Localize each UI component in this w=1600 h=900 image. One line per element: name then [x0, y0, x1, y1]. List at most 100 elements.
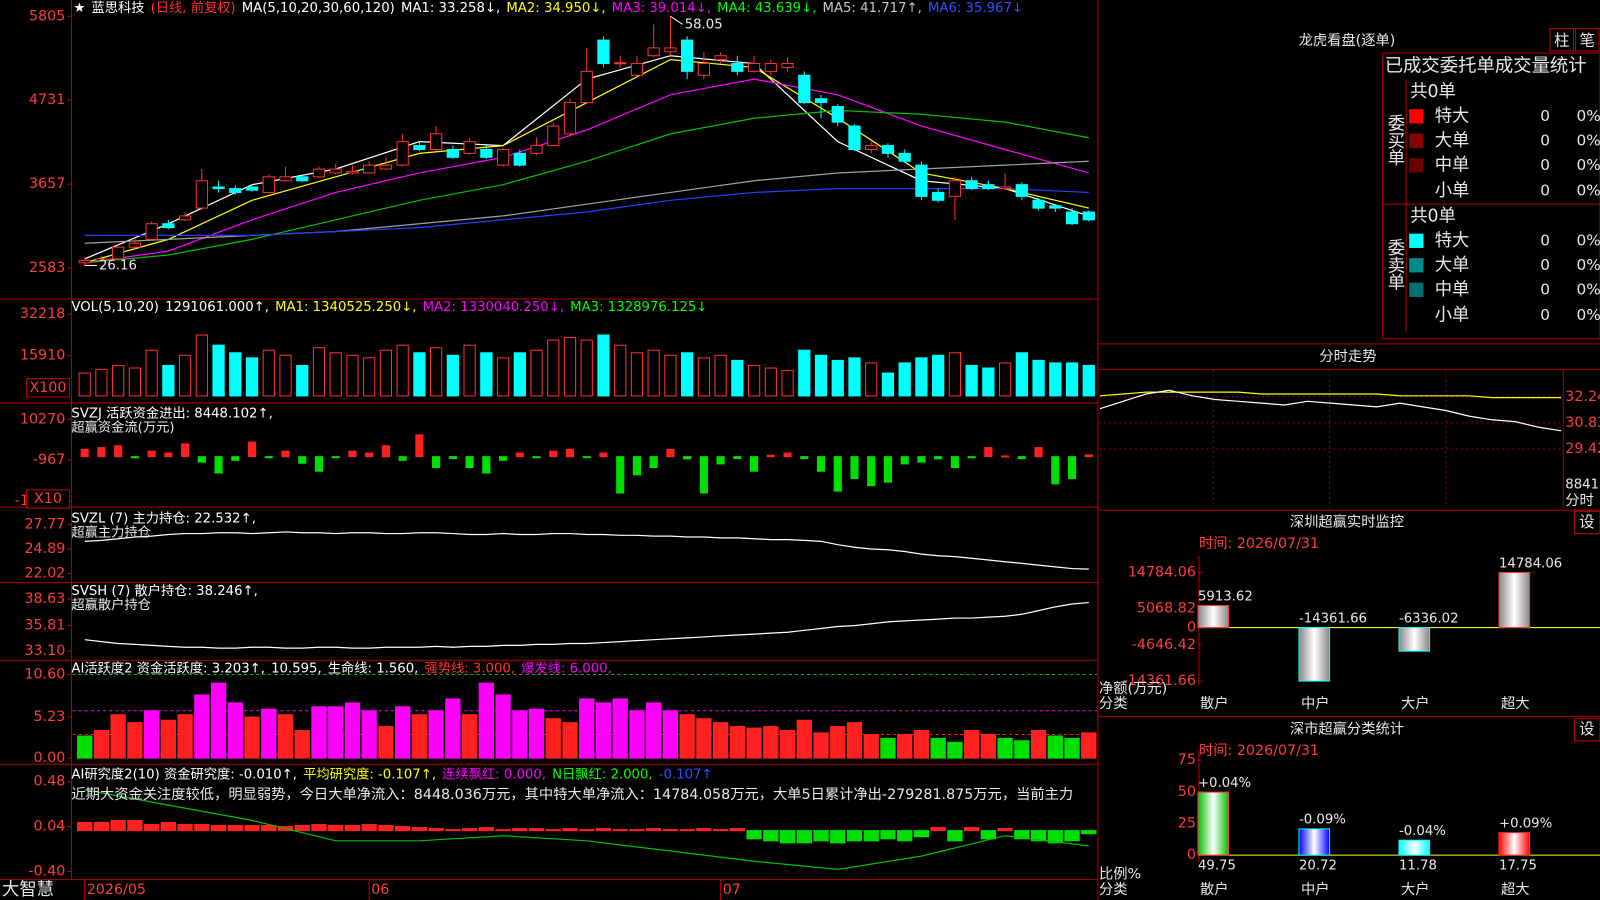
bar — [746, 727, 762, 759]
bar — [1067, 456, 1077, 479]
bar — [963, 827, 980, 832]
bar — [461, 828, 478, 832]
unit-label: X10 — [34, 491, 62, 507]
change-label: -0.04% — [1399, 824, 1446, 839]
unit-box — [26, 489, 70, 509]
unit-box — [26, 378, 70, 398]
bar — [880, 830, 896, 840]
bar — [95, 368, 108, 397]
bar — [328, 825, 344, 832]
candle-body — [898, 152, 911, 162]
candle-body — [112, 246, 125, 260]
candle-body — [998, 186, 1012, 190]
button[interactable]: 笔 — [1580, 31, 1595, 49]
candle-body — [530, 145, 543, 154]
volume-label: 88416 — [1565, 478, 1600, 493]
bar — [947, 830, 963, 842]
y-tick-label: 35.81 — [24, 618, 65, 634]
candle-body — [346, 170, 359, 174]
comment: 近期大资金关注度较低，明显弱势，今日大单净流入：8448.036万元，其中特大单… — [71, 785, 1073, 803]
bar — [662, 710, 679, 759]
bar — [816, 456, 826, 472]
bar — [664, 354, 677, 397]
button-frame[interactable] — [1573, 717, 1600, 742]
candle-body — [948, 180, 962, 197]
button[interactable]: 设 — [1579, 513, 1594, 531]
button-frame[interactable] — [1575, 28, 1600, 52]
price-line — [1099, 389, 1562, 432]
candle-body — [798, 74, 811, 104]
y-tick-label: 10270 — [20, 411, 65, 427]
bar — [482, 456, 491, 474]
y-tick-label: 0 — [1187, 847, 1196, 863]
legend-item: -0.107↑ — [659, 767, 713, 782]
bar — [1197, 604, 1230, 629]
bar — [415, 434, 424, 458]
row-label: 小单 — [1435, 181, 1470, 201]
bar — [395, 826, 411, 832]
legend-item: N日飘红: 2.000, — [552, 766, 652, 782]
button[interactable]: 柱 — [1554, 31, 1569, 49]
y-tick-label: 38.63 — [24, 591, 65, 607]
candle-body — [630, 63, 644, 76]
bar — [1034, 447, 1043, 458]
bar — [746, 830, 762, 840]
bar — [262, 349, 275, 397]
bar — [528, 828, 545, 832]
bar — [814, 354, 828, 397]
candle-body — [212, 186, 225, 190]
y-tick-label: 14784.06 — [1128, 564, 1196, 580]
row-label: 大单 — [1435, 131, 1470, 151]
candle-body — [881, 145, 895, 154]
candle-body — [614, 62, 627, 65]
bar — [579, 698, 595, 759]
bar — [696, 718, 712, 759]
panel-title: 深市超赢分类统计 — [1290, 721, 1404, 738]
panel-title: 深圳超赢实时监控 — [1290, 513, 1404, 530]
category-label: 散户 — [1200, 695, 1229, 712]
bar — [1082, 364, 1095, 397]
candle-body — [1032, 199, 1045, 209]
bar — [1017, 456, 1026, 459]
button-frame[interactable] — [1573, 510, 1600, 535]
bar — [361, 823, 377, 832]
button-frame[interactable] — [1549, 28, 1574, 52]
bar — [446, 354, 459, 397]
bar — [432, 456, 441, 469]
bar — [747, 364, 761, 397]
group-total: 共0单 — [1410, 206, 1456, 226]
bar — [629, 710, 645, 759]
side-label: 委买单 — [1384, 114, 1405, 166]
row-pct: 0% — [1577, 181, 1600, 199]
bar — [850, 456, 859, 479]
y-tick-label: 5805 — [29, 8, 65, 24]
bar — [361, 710, 377, 759]
bar — [579, 829, 595, 832]
legend-item: 连续飘红: 0.000, — [442, 766, 546, 782]
y-tick-label: 75 — [1178, 752, 1196, 768]
button[interactable]: 设 — [1579, 720, 1594, 738]
bar — [210, 825, 227, 832]
bar — [97, 447, 106, 458]
row-pct: 0% — [1577, 231, 1600, 249]
bar — [411, 827, 428, 832]
bar — [128, 367, 142, 397]
bar — [80, 448, 89, 458]
legend-item: 1291061.000↑, — [165, 300, 269, 315]
legend-item: VOL(5,10,20) — [71, 300, 159, 315]
bar — [1065, 362, 1079, 397]
panel-title: 分时走势 — [1319, 348, 1376, 365]
bar — [681, 352, 694, 397]
bar — [227, 702, 243, 759]
bar — [766, 454, 775, 458]
bar — [963, 730, 980, 759]
bar — [229, 352, 242, 397]
bar — [411, 714, 428, 759]
bar — [980, 733, 997, 759]
candle-body — [178, 215, 192, 221]
bar — [783, 452, 792, 458]
candle-body — [480, 148, 493, 158]
candle-body — [915, 164, 928, 197]
bar — [194, 823, 210, 832]
high-label: 58.05 — [685, 17, 723, 32]
